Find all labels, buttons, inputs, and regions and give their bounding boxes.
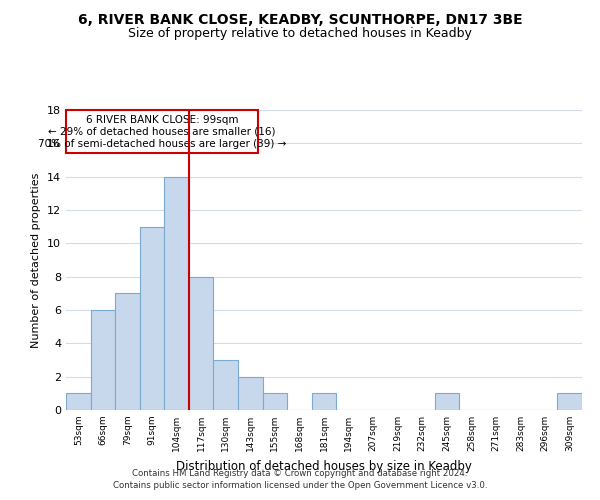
Bar xyxy=(140,226,164,410)
Text: Size of property relative to detached houses in Keadby: Size of property relative to detached ho… xyxy=(128,28,472,40)
Y-axis label: Number of detached properties: Number of detached properties xyxy=(31,172,41,348)
Text: 6, RIVER BANK CLOSE, KEADBY, SCUNTHORPE, DN17 3BE: 6, RIVER BANK CLOSE, KEADBY, SCUNTHORPE,… xyxy=(77,12,523,26)
Bar xyxy=(312,394,336,410)
Text: ← 29% of detached houses are smaller (16): ← 29% of detached houses are smaller (16… xyxy=(48,126,275,136)
X-axis label: Distribution of detached houses by size in Keadby: Distribution of detached houses by size … xyxy=(176,460,472,472)
Bar xyxy=(557,394,582,410)
Text: 70% of semi-detached houses are larger (39) →: 70% of semi-detached houses are larger (… xyxy=(38,139,286,149)
Bar xyxy=(164,176,189,410)
Bar xyxy=(115,294,140,410)
Text: 6 RIVER BANK CLOSE: 99sqm: 6 RIVER BANK CLOSE: 99sqm xyxy=(86,114,238,124)
Bar xyxy=(91,310,115,410)
Bar xyxy=(238,376,263,410)
Text: Contains HM Land Registry data © Crown copyright and database right 2024.: Contains HM Land Registry data © Crown c… xyxy=(132,468,468,477)
Bar xyxy=(434,394,459,410)
Bar xyxy=(66,394,91,410)
Bar xyxy=(214,360,238,410)
Bar xyxy=(263,394,287,410)
Bar xyxy=(189,276,214,410)
Text: Contains public sector information licensed under the Open Government Licence v3: Contains public sector information licen… xyxy=(113,481,487,490)
FancyBboxPatch shape xyxy=(66,110,257,154)
